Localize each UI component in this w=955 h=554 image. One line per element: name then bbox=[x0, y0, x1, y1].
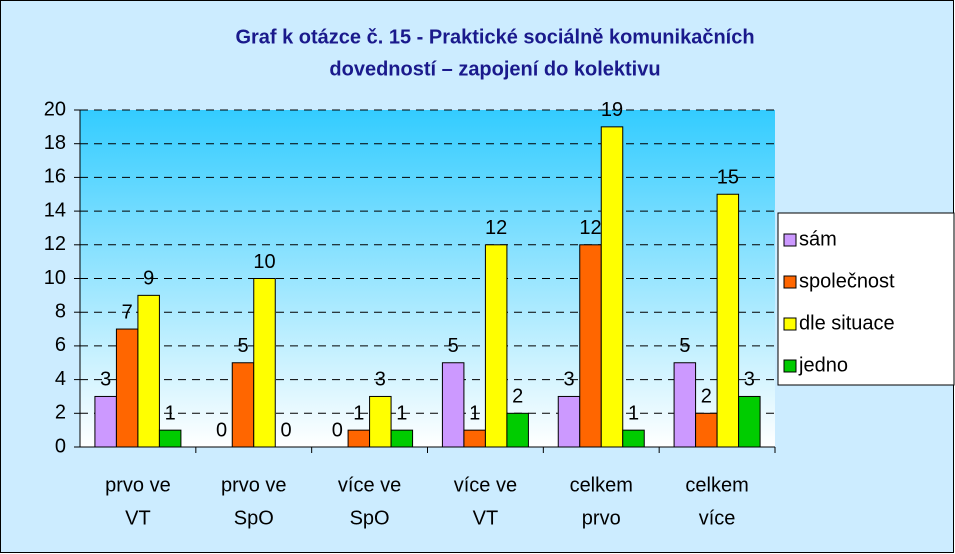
y-tick-label: 2 bbox=[55, 402, 66, 424]
y-tick-label: 16 bbox=[44, 166, 66, 188]
y-tick-label: 14 bbox=[44, 199, 66, 221]
bar bbox=[115, 328, 139, 448]
legend-swatch bbox=[783, 359, 797, 373]
legend-swatch bbox=[783, 317, 797, 331]
data-label: 1 bbox=[628, 402, 639, 424]
x-tick-label: více bbox=[699, 507, 736, 529]
bar bbox=[506, 412, 529, 448]
bar bbox=[716, 193, 740, 448]
bar bbox=[738, 395, 761, 448]
bar bbox=[557, 395, 581, 448]
y-tick-label: 4 bbox=[55, 368, 66, 390]
data-label: 0 bbox=[216, 419, 227, 441]
y-tick-label: 12 bbox=[44, 233, 66, 255]
data-label: 3 bbox=[744, 369, 755, 391]
legend-label: dle situace bbox=[799, 312, 895, 334]
data-label: 2 bbox=[701, 386, 712, 408]
bar bbox=[158, 429, 182, 448]
y-tick-label: 0 bbox=[55, 435, 66, 457]
data-label: 1 bbox=[353, 402, 364, 424]
data-label: 3 bbox=[563, 369, 574, 391]
x-tick-label: více ve bbox=[454, 474, 517, 496]
data-label: 1 bbox=[396, 402, 407, 424]
x-tick-label: VT bbox=[125, 507, 151, 529]
data-label: 3 bbox=[375, 369, 386, 391]
legend-label: jedno bbox=[798, 354, 848, 376]
bar bbox=[484, 244, 508, 448]
bar bbox=[622, 429, 645, 448]
bar bbox=[695, 412, 718, 448]
bar bbox=[231, 362, 255, 448]
data-label: 5 bbox=[448, 335, 459, 357]
x-tick-label: VT bbox=[473, 507, 499, 529]
bar bbox=[253, 278, 276, 448]
data-label: 3 bbox=[100, 369, 111, 391]
x-tick-label: celkem bbox=[570, 474, 633, 496]
x-tick-label: prvo ve bbox=[221, 474, 287, 496]
data-label: 19 bbox=[601, 99, 623, 121]
bar bbox=[463, 429, 486, 448]
legend-swatch bbox=[783, 233, 797, 247]
data-label: 7 bbox=[122, 301, 133, 323]
bar bbox=[347, 429, 371, 448]
bar bbox=[137, 294, 160, 448]
bar bbox=[94, 395, 117, 448]
data-label: 1 bbox=[165, 402, 176, 424]
data-label: 0 bbox=[280, 419, 291, 441]
legend bbox=[777, 212, 955, 386]
data-label: 5 bbox=[237, 335, 248, 357]
legend-label: sám bbox=[799, 228, 837, 250]
data-label: 9 bbox=[143, 268, 154, 290]
y-tick-label: 18 bbox=[44, 132, 66, 154]
bar bbox=[579, 244, 602, 448]
legend-swatch bbox=[783, 275, 797, 289]
bar bbox=[390, 429, 414, 448]
data-label: 1 bbox=[469, 402, 480, 424]
x-tick-label: prvo bbox=[582, 507, 621, 529]
bar bbox=[369, 395, 392, 448]
bar bbox=[441, 362, 465, 448]
data-label: 10 bbox=[253, 251, 275, 273]
data-label: 15 bbox=[717, 167, 739, 189]
data-label: 12 bbox=[485, 217, 507, 239]
data-label: 2 bbox=[512, 386, 523, 408]
y-tick-label: 20 bbox=[44, 98, 66, 120]
x-tick-label: SpO bbox=[234, 507, 274, 529]
legend-label: společnost bbox=[799, 270, 895, 292]
bar bbox=[673, 362, 697, 448]
y-tick-label: 10 bbox=[44, 267, 66, 289]
y-tick-label: 8 bbox=[55, 300, 66, 322]
chart-title: Graf k otázce č. 15 - Praktické sociálně… bbox=[235, 26, 754, 48]
data-label: 12 bbox=[579, 217, 601, 239]
bar bbox=[600, 126, 624, 448]
y-tick-label: 6 bbox=[55, 334, 66, 356]
x-tick-label: více ve bbox=[338, 474, 401, 496]
x-tick-label: celkem bbox=[685, 474, 748, 496]
chart-title: dovedností – zapojení do kolektivu bbox=[329, 58, 660, 80]
data-label: 0 bbox=[332, 419, 343, 441]
data-label: 5 bbox=[679, 335, 690, 357]
x-tick-label: SpO bbox=[350, 507, 390, 529]
x-tick-label: prvo ve bbox=[105, 474, 171, 496]
